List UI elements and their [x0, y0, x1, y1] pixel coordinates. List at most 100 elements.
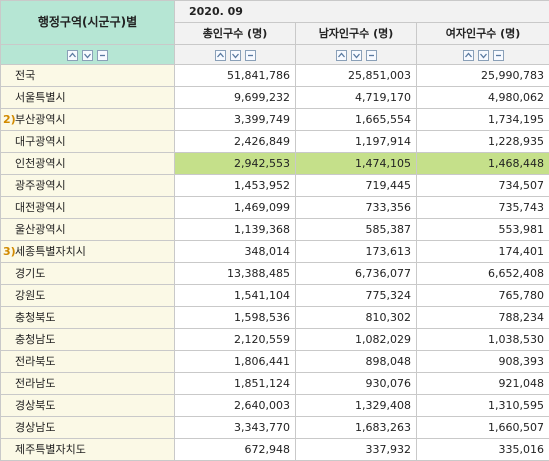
collapse-icon[interactable]: [493, 50, 504, 61]
sort-up-icon[interactable]: [463, 50, 474, 61]
male-population-cell: 1,197,914: [296, 131, 417, 153]
region-cell[interactable]: 제주특별자치도: [1, 439, 175, 461]
collapse-icon[interactable]: [245, 50, 256, 61]
region-cell[interactable]: 강원도: [1, 285, 175, 307]
male-population-cell: 1,474,105: [296, 153, 417, 175]
female-population-cell: 908,393: [417, 351, 549, 373]
total-population-cell: 1,806,441: [175, 351, 296, 373]
male-population-cell: 810,302: [296, 307, 417, 329]
total-population-header[interactable]: 총인구수 (명): [175, 23, 296, 45]
total-population-cell: 672,948: [175, 439, 296, 461]
region-cell[interactable]: 인천광역시: [1, 153, 175, 175]
female-population-cell: 734,507: [417, 175, 549, 197]
sort-down-icon[interactable]: [82, 50, 93, 61]
region-name: 세종특별자치시: [15, 245, 86, 258]
male-population-cell: 25,851,003: [296, 65, 417, 87]
region-cell[interactable]: 경기도: [1, 263, 175, 285]
region-name: 전라남도: [15, 377, 55, 390]
region-name: 경상남도: [15, 421, 55, 434]
region-cell[interactable]: 2)부산광역시: [1, 109, 175, 131]
period-header[interactable]: 2020. 09: [175, 1, 549, 23]
female-population-cell: 174,401: [417, 241, 549, 263]
region-name: 대구광역시: [15, 135, 66, 148]
region-cell[interactable]: 3)세종특별자치시: [1, 241, 175, 263]
female-population-cell: 1,468,448: [417, 153, 549, 175]
region-cell[interactable]: 전라북도: [1, 351, 175, 373]
total-population-cell: 2,426,849: [175, 131, 296, 153]
total-controls: [175, 45, 296, 65]
female-population-cell: 4,980,062: [417, 87, 549, 109]
region-cell[interactable]: 경상남도: [1, 417, 175, 439]
total-population-cell: 9,699,232: [175, 87, 296, 109]
region-name: 대전광역시: [15, 201, 66, 214]
column-controls-row: [1, 45, 549, 65]
male-population-cell: 585,387: [296, 219, 417, 241]
region-cell[interactable]: 울산광역시: [1, 219, 175, 241]
female-population-cell: 1,660,507: [417, 417, 549, 439]
region-cell[interactable]: 서울특별시: [1, 87, 175, 109]
region-cell[interactable]: 충청남도: [1, 329, 175, 351]
female-population-cell: 1,228,935: [417, 131, 549, 153]
total-population-cell: 2,942,553: [175, 153, 296, 175]
male-population-cell: 173,613: [296, 241, 417, 263]
region-name: 부산광역시: [15, 113, 66, 126]
region-name: 제주특별자치도: [15, 443, 86, 456]
region-cell[interactable]: 대전광역시: [1, 197, 175, 219]
region-cell[interactable]: 전라남도: [1, 373, 175, 395]
region-cell[interactable]: 대구광역시: [1, 131, 175, 153]
region-name: 경기도: [15, 267, 45, 280]
region-name: 울산광역시: [15, 223, 66, 236]
male-population-cell: 775,324: [296, 285, 417, 307]
sort-up-icon[interactable]: [67, 50, 78, 61]
total-population-cell: 2,120,559: [175, 329, 296, 351]
region-name: 충청북도: [15, 311, 55, 324]
total-population-cell: 1,598,536: [175, 307, 296, 329]
male-population-cell: 1,329,408: [296, 395, 417, 417]
male-population-header[interactable]: 남자인구수 (명): [296, 23, 417, 45]
sort-up-icon[interactable]: [215, 50, 226, 61]
female-controls: [417, 45, 549, 65]
region-header[interactable]: 행정구역(시군구)별: [1, 1, 175, 45]
region-cell[interactable]: 광주광역시: [1, 175, 175, 197]
collapse-icon[interactable]: [97, 50, 108, 61]
male-population-cell: 1,665,554: [296, 109, 417, 131]
sort-down-icon[interactable]: [230, 50, 241, 61]
region-name: 서울특별시: [15, 91, 66, 104]
female-population-cell: 1,038,530: [417, 329, 549, 351]
female-population-header[interactable]: 여자인구수 (명): [417, 23, 549, 45]
collapse-icon[interactable]: [366, 50, 377, 61]
region-cell[interactable]: 전국: [1, 65, 175, 87]
region-name: 경상북도: [15, 399, 55, 412]
sort-down-icon[interactable]: [351, 50, 362, 61]
footnote-marker: 3): [1, 241, 15, 262]
female-population-cell: 1,310,595: [417, 395, 549, 417]
sort-up-icon[interactable]: [336, 50, 347, 61]
female-population-cell: 1,734,195: [417, 109, 549, 131]
female-population-cell: 553,981: [417, 219, 549, 241]
region-cell[interactable]: 경상북도: [1, 395, 175, 417]
region-name: 전국: [15, 69, 35, 82]
sort-down-icon[interactable]: [478, 50, 489, 61]
region-controls: [1, 45, 175, 65]
region-cell[interactable]: 충청북도: [1, 307, 175, 329]
total-population-cell: 348,014: [175, 241, 296, 263]
male-controls: [296, 45, 417, 65]
